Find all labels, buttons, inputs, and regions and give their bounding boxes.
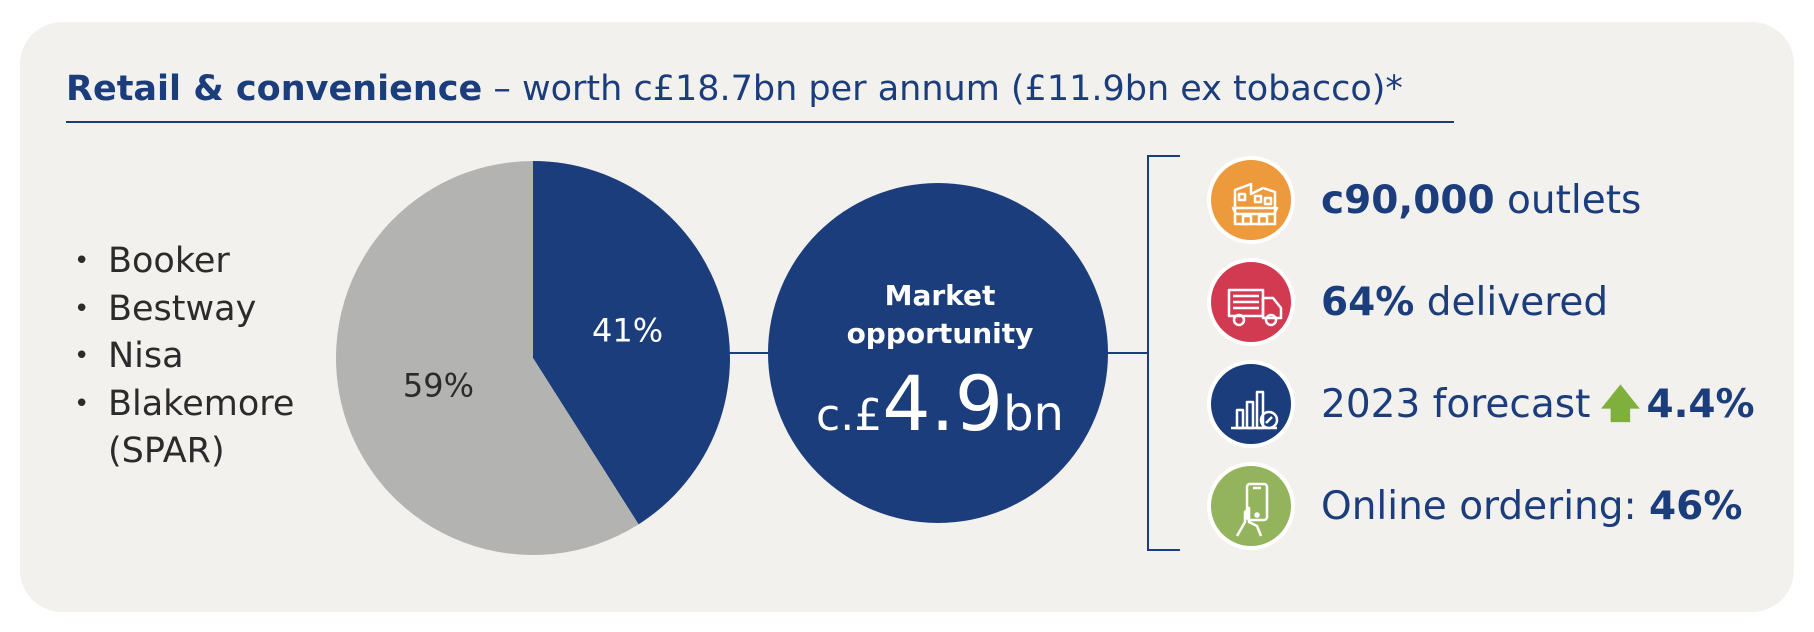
wholesaler-list: Booker Bestway Nisa Blakemore (SPAR)	[74, 238, 358, 476]
pie-label-41: 41%	[592, 312, 663, 350]
title-bold-part: Retail & convenience	[66, 69, 483, 109]
delivery-truck-icon	[1207, 258, 1295, 346]
stat-outlets: c90,000 outlets	[1321, 178, 1642, 223]
title-underline	[66, 121, 1454, 123]
shop-icon	[1207, 156, 1295, 244]
pie-slice-59	[335, 161, 639, 556]
mobile-phone-icon	[1207, 462, 1295, 550]
page-title: Retail & convenience – worth c£18.7bn pe…	[66, 66, 1403, 112]
stat-online-ordering: Online ordering: 46%	[1321, 484, 1743, 529]
pie-label-59: 59%	[403, 366, 474, 404]
list-item: Blakemore (SPAR)	[74, 381, 358, 476]
market-opportunity-circle	[768, 183, 1108, 523]
list-item: Booker	[74, 238, 358, 286]
bracket	[1147, 155, 1180, 551]
title-rest-part: – worth c£18.7bn per annum (£11.9bn ex t…	[482, 69, 1403, 109]
market-label-line1: Market	[885, 279, 996, 312]
pie-chart: 41% 59%	[335, 161, 730, 556]
arrow-up-icon: 🡅	[1600, 382, 1641, 427]
stat-forecast: 2023 forecast 🡅 4.4%	[1321, 380, 1755, 430]
market-value: c.£4.9bn	[816, 359, 1064, 448]
list-item: Nisa	[74, 333, 358, 381]
growth-chart-icon	[1207, 360, 1295, 448]
pie-slice-41	[533, 161, 730, 525]
list-item: Bestway	[74, 286, 358, 334]
stat-delivered: 64% delivered	[1321, 280, 1609, 325]
market-label-line2: opportunity	[847, 317, 1034, 350]
